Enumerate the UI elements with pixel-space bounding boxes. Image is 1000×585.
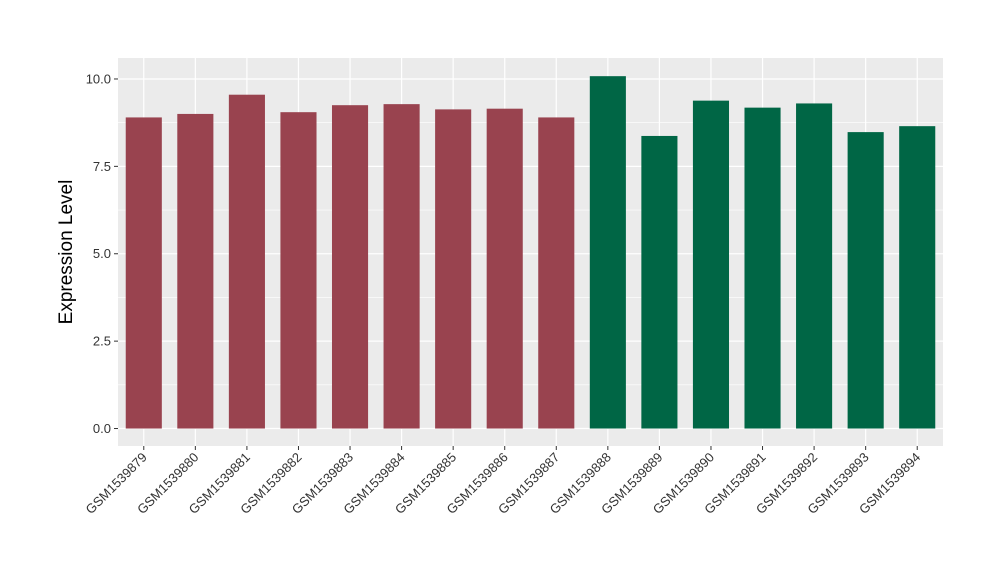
y-axis-label: Expression Level [56, 180, 77, 325]
bar [435, 109, 472, 429]
y-tick-label: 0.0 [93, 421, 111, 436]
bar [125, 117, 162, 429]
y-tick-label: 10.0 [86, 71, 111, 86]
bar [744, 107, 781, 429]
bar [331, 105, 369, 429]
bar [228, 94, 265, 429]
bar [589, 76, 626, 429]
bar [899, 126, 936, 429]
bar [538, 117, 575, 429]
bar [383, 104, 420, 429]
x-axis: GSM1539879GSM1539880GSM1539881GSM1539882… [83, 446, 923, 517]
bar [796, 103, 833, 429]
bar [486, 108, 523, 429]
bar [280, 112, 317, 429]
y-axis: 0.0 2.5 5.0 7.5 10.0 [86, 71, 118, 436]
bar [847, 132, 884, 429]
bar [692, 100, 730, 429]
y-tick-label: 5.0 [93, 246, 111, 261]
bar [177, 113, 214, 429]
bars-group [125, 76, 936, 429]
y-tick-label: 7.5 [93, 159, 111, 174]
y-tick-label: 2.5 [93, 334, 111, 349]
bar [641, 135, 678, 429]
